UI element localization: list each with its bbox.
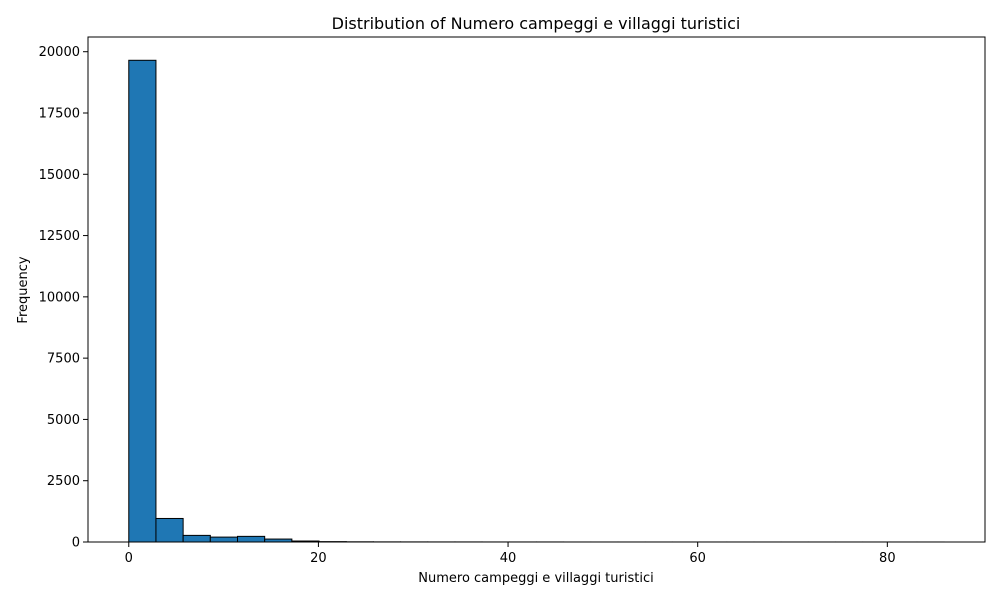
histogram-bar-4	[237, 535, 266, 543]
y-axis: 0 2500 5000 7500 10000 12500 15000 17500 20000	[39, 45, 88, 551]
histogram-bar-1	[155, 517, 184, 543]
x-tick-label: 80	[879, 551, 896, 566]
plot-frame	[87, 36, 986, 543]
histogram-bar-3	[209, 536, 239, 543]
x-tick-label: 0	[125, 551, 133, 566]
bars-group	[128, 59, 945, 543]
y-tick-label: 12500	[39, 229, 80, 244]
y-tick-label: 10000	[39, 290, 80, 305]
y-tick-label: 0	[72, 536, 80, 551]
x-tick-label: 60	[689, 551, 706, 566]
y-tick-label: 20000	[39, 45, 80, 60]
y-tick-label: 2500	[47, 474, 80, 489]
x-axis: 0 20 40 60 80	[125, 542, 896, 566]
y-axis-title: Frequency	[16, 256, 31, 323]
histogram-bar-0	[128, 59, 157, 543]
chart-title: Distribution of Numero campeggi e villag…	[332, 14, 741, 33]
x-tick-label: 40	[500, 551, 517, 566]
y-tick-label: 5000	[47, 413, 80, 428]
x-axis-title: Numero campeggi e villaggi turistici	[418, 571, 653, 586]
x-tick-label: 20	[310, 551, 327, 566]
y-tick-label: 15000	[39, 168, 80, 183]
histogram-bar-2	[182, 534, 211, 543]
y-tick-label: 17500	[39, 106, 80, 121]
y-tick-label: 7500	[47, 352, 80, 367]
